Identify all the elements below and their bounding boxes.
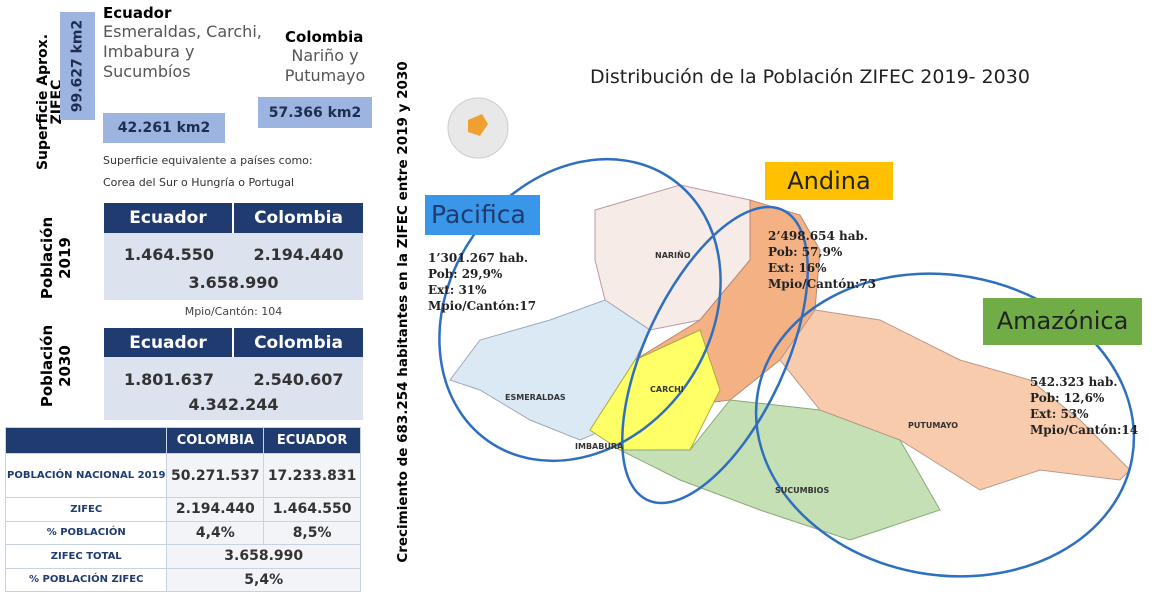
pop2030-header: Ecuador <box>104 328 232 357</box>
map-label: PUTUMAYO <box>908 421 958 430</box>
row-label: ZIFEC <box>4 497 168 522</box>
table-header: COLOMBIA ECUADOR <box>4 427 361 454</box>
amazonica-ellipse <box>754 272 1136 578</box>
ecuador-name: Ecuador <box>103 4 172 22</box>
pop2019-header: Colombia <box>234 203 363 233</box>
stat-line: 2’498.654 hab. <box>768 229 869 243</box>
title: Distribución de la Población ZIFEC 2019-… <box>590 66 1030 88</box>
stat-line: 1’301.267 hab. <box>428 251 529 265</box>
region-name: Pacifica <box>425 195 540 235</box>
pop2030-total: 4.342.244 <box>188 395 279 414</box>
table-row: ZIFEC TOTAL 3.658.990 <box>4 544 361 569</box>
cell: 3.658.990 <box>166 544 361 569</box>
pop2030-value: 2.540.607 <box>253 370 344 389</box>
stat-line: Pob: 57,9% <box>768 245 843 259</box>
table-row: POBLACIÓN NACIONAL 2019 50.271.537 17.23… <box>4 453 361 498</box>
stat-line: 542.323 hab. <box>1030 375 1118 389</box>
stat-line: Mpio/Cantón:14 <box>1030 423 1139 437</box>
pop2019-total: 3.658.990 <box>188 273 279 292</box>
andina-ellipse <box>621 205 809 505</box>
header-cell: ECUADOR <box>263 427 361 454</box>
pop2030-body <box>104 357 363 420</box>
ecuador-provinces: Esmeraldas, Carchi, Imbabura y Sucumbíos <box>103 22 262 82</box>
cell: 2.194.440 <box>166 497 265 522</box>
province-line: Imbabura y <box>103 42 195 61</box>
map-label: NARIÑO <box>655 250 691 260</box>
stat-line: Pob: 29,9% <box>428 267 503 281</box>
province-line: Esmeraldas, Carchi, <box>103 22 262 41</box>
table-row: % POBLACIÓN 4,4% 8,5% <box>4 520 361 545</box>
map-label: SUCUMBIOS <box>775 486 829 495</box>
cell: 4,4% <box>166 520 265 545</box>
map-label: CARCHI <box>650 385 684 394</box>
pop2019-value: 1.464.550 <box>123 245 215 264</box>
map-label: ESMERALDAS <box>505 393 566 402</box>
header-cell: COLOMBIA <box>166 427 265 454</box>
region-name: Amazónica <box>983 298 1142 345</box>
pop2030-header: Colombia <box>234 328 363 357</box>
surface-total: 99.627 km2 <box>69 19 86 113</box>
surface-note: Superficie equivalente a países como: Co… <box>103 150 313 194</box>
note-line: Corea del Sur o Hungría o Portugal <box>103 176 294 189</box>
surface-label: Superficie Aprox. ZIFEC <box>35 33 65 171</box>
region-stats: 542.323 hab. Pob: 12,6% Ext: 53% Mpio/Ca… <box>1030 374 1138 438</box>
province-line: Sucumbíos <box>103 62 191 81</box>
department-line: Putumayo <box>284 66 366 85</box>
colombia-departments: Nariño y Putumayo <box>280 46 370 86</box>
pop2030-value: 1.801.637 <box>123 370 215 389</box>
table-row: % POBLACIÓN ZIFEC 5,4% <box>4 567 361 592</box>
stat-line: Mpio/Cantón:73 <box>768 277 877 291</box>
table-row: ZIFEC 2.194.440 1.464.550 <box>4 497 361 522</box>
stat-line: Mpio/Cantón:17 <box>428 299 537 313</box>
colombia-name: Colombia <box>285 28 364 46</box>
ecuador-area: 42.261 km2 <box>103 113 225 143</box>
map: NARIÑO ESMERALDAS CARCHI IMBABURA PUTUMA… <box>438 97 1136 578</box>
pacifica-ellipse <box>438 157 722 463</box>
colombia-area: 57.366 km2 <box>258 97 372 128</box>
stat-line: Pob: 12,6% <box>1030 391 1105 405</box>
row-label: ZIFEC TOTAL <box>4 544 168 569</box>
stat-line: Ext: 53% <box>1030 407 1089 421</box>
pop2019-header: Ecuador <box>104 203 232 233</box>
sucumbios-area <box>619 399 941 541</box>
pop2019-body <box>104 233 363 300</box>
region-name: Andina <box>765 162 893 200</box>
globe-marker <box>468 114 488 136</box>
header-cell <box>4 427 168 454</box>
putumayo-area <box>779 309 1131 491</box>
pop2030-label: Población 2030 <box>38 324 74 408</box>
cell: 50.271.537 <box>166 453 265 498</box>
cell: 1.464.550 <box>263 497 361 522</box>
note-line: Superficie equivalente a países como: <box>103 154 313 167</box>
cell: 17.233.831 <box>263 453 361 498</box>
surface-total-box: 99.627 km2 <box>60 12 95 120</box>
cell: 8,5% <box>263 520 361 545</box>
mpio-total: Mpio/Cantón: 104 <box>184 305 283 318</box>
cell: 5,4% <box>166 567 361 592</box>
stat-line: Ext: 16% <box>768 261 827 275</box>
pop2019-value: 2.194.440 <box>253 245 344 264</box>
row-label: % POBLACIÓN <box>4 520 168 545</box>
row-label: % POBLACIÓN ZIFEC <box>4 567 168 592</box>
region-stats: 2’498.654 hab. Pob: 57,9% Ext: 16% Mpio/… <box>768 228 876 292</box>
row-label: POBLACIÓN NACIONAL 2019 <box>4 453 168 498</box>
map-label: IMBABURA <box>575 442 624 451</box>
stat-line: Ext: 31% <box>428 283 487 297</box>
region-stats: 1’301.267 hab. Pob: 29,9% Ext: 31% Mpio/… <box>428 250 536 314</box>
pop2019-label: Población 2019 <box>38 216 74 300</box>
growth-text: Crecimiento de 683.254 habitantes en la … <box>395 61 411 563</box>
department-line: Nariño y <box>291 46 359 65</box>
summary-table: COLOMBIA ECUADOR POBLACIÓN NACIONAL 2019… <box>4 427 361 592</box>
